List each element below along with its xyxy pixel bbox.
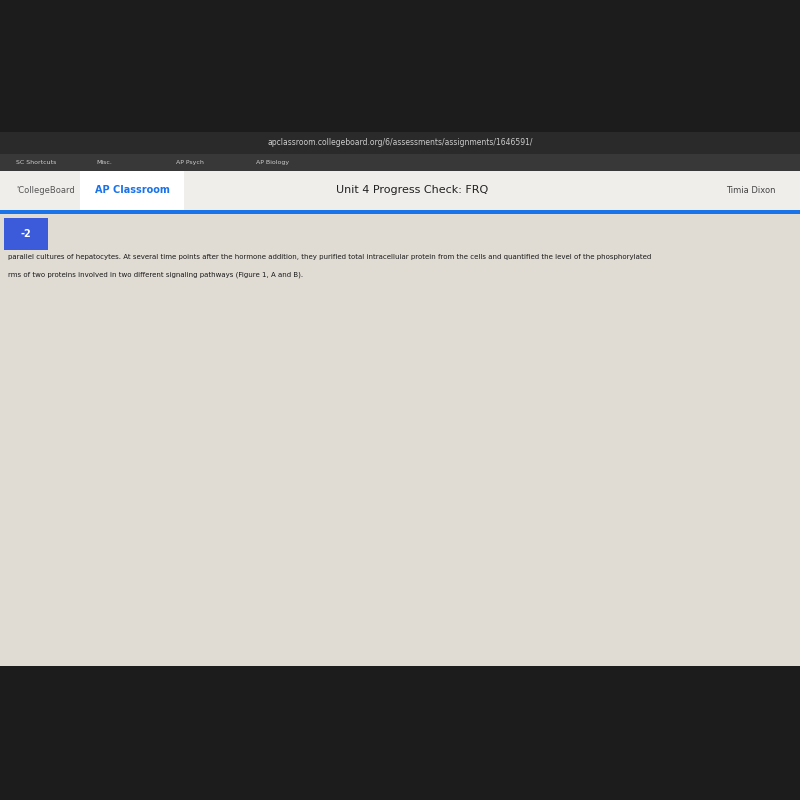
Growth Hormone bbox=[647, 552, 657, 562]
Text: parallel cultures of hepatocytes. At several time points after the hormone addit: parallel cultures of hepatocytes. At sev… bbox=[8, 254, 651, 260]
Text: 'CollegeBoard: 'CollegeBoard bbox=[16, 186, 74, 195]
FancyBboxPatch shape bbox=[0, 210, 800, 214]
Text: AP Classroom: AP Classroom bbox=[94, 186, 170, 195]
Y-axis label: Level of Phosphorylated
STAT5 (relative to maximum): Level of Phosphorylated STAT5 (relative … bbox=[84, 370, 103, 502]
Text: rms of two proteins involved in two different signaling pathways (Figure 1, A an: rms of two proteins involved in two diff… bbox=[8, 271, 303, 278]
Insulin bbox=[139, 557, 149, 566]
Title: B: B bbox=[558, 294, 566, 307]
Y-axis label: Level of Phosphorylated Protein
Kinase B (relative to maximum): Level of Phosphorylated Protein Kinase B… bbox=[404, 364, 423, 508]
Line: Growth Hormone: Growth Hormone bbox=[460, 554, 656, 560]
Growth Hormone bbox=[186, 498, 196, 508]
FancyBboxPatch shape bbox=[80, 171, 184, 210]
Text: -2: -2 bbox=[20, 229, 31, 238]
Insulin bbox=[234, 557, 243, 566]
X-axis label: Time After Hormone
Addition (min): Time After Hormone Addition (min) bbox=[513, 586, 611, 608]
Text: Timia Dixon: Timia Dixon bbox=[726, 186, 776, 195]
Title: A: A bbox=[238, 294, 246, 307]
Growth Hormone bbox=[482, 552, 492, 562]
FancyBboxPatch shape bbox=[0, 666, 800, 800]
Legend: Growth Hormone, Insulin: Growth Hormone, Insulin bbox=[318, 570, 466, 614]
Text: AP Psych: AP Psych bbox=[176, 160, 204, 165]
Text: Unit 4 Progress Check: FRQ: Unit 4 Progress Check: FRQ bbox=[336, 186, 488, 195]
Growth Hormone bbox=[162, 466, 172, 476]
FancyBboxPatch shape bbox=[4, 218, 48, 250]
Growth Hormone bbox=[459, 552, 469, 562]
Text: Figure 1. The level of phosphorylated signaling proteins STAT5 (A) and protein k: Figure 1. The level of phosphorylated si… bbox=[8, 628, 594, 637]
Text: Misc.: Misc. bbox=[96, 160, 112, 165]
Insulin bbox=[470, 315, 480, 325]
Insulin bbox=[482, 327, 492, 337]
Insulin bbox=[162, 557, 172, 566]
FancyBboxPatch shape bbox=[0, 0, 800, 132]
Line: Insulin: Insulin bbox=[140, 558, 336, 565]
Insulin bbox=[327, 557, 337, 566]
Growth Hormone bbox=[234, 498, 243, 508]
FancyBboxPatch shape bbox=[0, 214, 800, 666]
X-axis label: Time After Hormone
Addition (min): Time After Hormone Addition (min) bbox=[193, 586, 291, 608]
FancyBboxPatch shape bbox=[0, 154, 800, 171]
Text: SC Shortcuts: SC Shortcuts bbox=[16, 160, 56, 165]
Growth Hormone bbox=[506, 552, 516, 562]
Text: apclassroom.collegeboard.org/6/assessments/assignments/1646591/: apclassroom.collegeboard.org/6/assessmen… bbox=[267, 138, 533, 147]
Growth Hormone bbox=[139, 315, 149, 325]
Insulin bbox=[186, 557, 196, 566]
Text: AP Biology: AP Biology bbox=[256, 160, 289, 165]
Growth Hormone bbox=[554, 552, 563, 562]
Growth Hormone bbox=[327, 498, 337, 508]
Line: Growth Hormone: Growth Hormone bbox=[140, 317, 336, 506]
Insulin bbox=[647, 364, 657, 374]
FancyBboxPatch shape bbox=[0, 171, 800, 210]
Line: Insulin: Insulin bbox=[460, 317, 656, 373]
Insulin bbox=[459, 340, 469, 350]
FancyBboxPatch shape bbox=[0, 132, 800, 154]
Insulin bbox=[506, 352, 516, 362]
Insulin bbox=[554, 359, 563, 369]
